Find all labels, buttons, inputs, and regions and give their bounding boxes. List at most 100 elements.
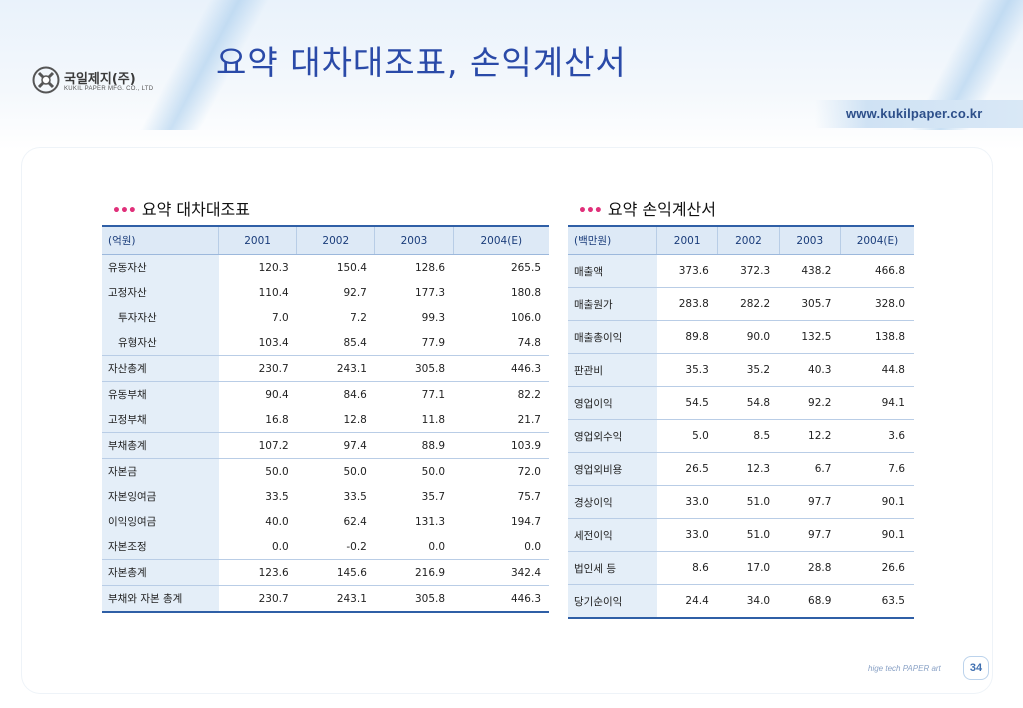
table-row: 부채와 자본 총계 230.7 243.1 305.8 446.3 [102,585,549,612]
row-label: 유동부채 [102,381,219,407]
table-row: 부채총계 107.2 97.4 88.9 103.9 [102,432,549,459]
value-cell: 50.0 [296,458,375,484]
value-cell: 51.0 [717,518,780,552]
value-cell: 8.6 [656,551,718,585]
value-cell: 97.4 [296,432,375,459]
value-cell: 7.6 [840,452,914,486]
table-row: 유동부채 90.4 84.6 77.1 82.2 [102,381,549,407]
row-label: 자본조정 [102,534,219,560]
value-cell: 120.3 [218,254,297,280]
value-cell: 180.8 [510,286,541,299]
table-row: 법인세 등 8.6 17.0 28.8 26.6 [568,551,914,585]
value-cell: 5.0 [656,419,718,453]
value-cell: -0.2 [346,540,367,553]
row-label: 법인세 등 [568,551,657,585]
value-cell: 44.8 [840,353,914,387]
page-number: 34 [963,656,989,680]
table-row: 유동자산 120.3 150.4 128.6 265.5 [102,254,549,280]
value-cell: 97.7 [779,485,841,519]
value-cell: 3.6 [840,419,914,453]
value-cell: 132.5 [779,320,841,354]
table-row: 영업외비용 26.5 12.3 6.7 7.6 [568,452,914,486]
row-label: 유동자산 [102,254,219,280]
page-title: 요약 대차대조표, 손익계산서 [216,43,627,82]
value-cell: 40.3 [779,353,841,387]
value-cell: 68.9 [779,584,841,618]
value-cell: 342.4 [453,559,549,586]
table-row: 자본잉여금 33.5 33.5 35.7 75.7 [102,484,549,509]
value-cell: 138.8 [840,320,914,354]
row-label: 매출액 [568,254,657,288]
value-cell: 128.6 [374,254,454,280]
value-cell: 11.8 [421,413,446,426]
value-cell: 12.3 [717,452,780,486]
value-cell: 372.3 [717,254,780,288]
row-label: 고정부채 [102,407,219,433]
row-label: 매출총이익 [568,320,657,354]
value-cell: 7.2 [350,311,367,324]
value-cell: 230.7 [218,585,297,612]
row-label: 투자자산 [102,305,219,330]
row-label: 부채총계 [102,432,219,459]
row-label: 자산총계 [102,355,219,382]
unit-header: (억원) [102,226,219,255]
value-cell: 373.6 [656,254,718,288]
value-cell: 177.3 [415,286,446,299]
row-label: 당기순이익 [568,584,657,618]
value-cell: 62.4 [343,515,367,528]
row-label: 영업외수익 [568,419,657,453]
website-url: www.kukilpaper.co.kr [846,106,983,121]
value-cell: 216.9 [374,559,454,586]
year-header: 2003 [374,226,454,255]
value-cell: 17.0 [717,551,780,585]
value-cell: 305.8 [374,585,454,612]
table-row: 자본조정 0.0 -0.2 0.0 0.0 [102,534,549,560]
row-label: 자본금 [102,458,219,484]
value-cell: 75.7 [517,490,541,503]
value-cell: 16.8 [265,413,289,426]
value-cell: 35.7 [421,490,446,503]
value-cell: 12.2 [779,419,841,453]
row-label: 영업외비용 [568,452,657,486]
row-label: 고정자산 [102,280,219,305]
income-statement-heading: ••• 요약 손익계산서 [578,200,716,219]
value-cell: 7.0 [271,311,289,324]
footer-slogan: hige tech PAPER art [868,664,941,673]
value-cell: 40.0 [265,515,289,528]
value-cell: 107.2 [218,432,297,459]
value-cell: 21.7 [517,413,541,426]
row-label: 유형자산 [102,330,219,356]
value-cell: 77.1 [374,381,454,407]
value-cell: 103.9 [453,432,549,459]
company-logo-icon [32,66,60,94]
table-row: 세전이익 33.0 51.0 97.7 90.1 [568,518,914,552]
table-row: 자산총계 230.7 243.1 305.8 446.3 [102,355,549,382]
logo-english-name: KUKIL PAPER MFG. CO., LTD [64,86,154,92]
table-row: 투자자산 7.0 7.2 99.3 106.0 [102,305,549,330]
row-label: 영업이익 [568,386,657,420]
row-label: 자본총계 [102,559,219,586]
value-cell: 84.6 [296,381,375,407]
value-cell: 63.5 [840,584,914,618]
table-row: 당기순이익 24.4 34.0 68.9 63.5 [568,584,914,618]
value-cell: 94.1 [840,386,914,420]
value-cell: 194.7 [510,515,541,528]
value-cell: 106.0 [510,311,541,324]
value-cell: 34.0 [717,584,780,618]
value-cell: 0.0 [428,540,446,553]
value-cell: 90.1 [840,518,914,552]
value-cell: 26.5 [656,452,718,486]
value-cell: 0.0 [271,540,289,553]
value-cell: 50.0 [374,458,454,484]
value-cell: 438.2 [779,254,841,288]
income-statement-table: (백만원) 2001 2002 2003 2004(E) 매출액 373.6 372… [568,225,914,619]
table-row: 자본금 50.0 50.0 50.0 72.0 [102,458,549,484]
value-cell: 466.8 [840,254,914,288]
table-row: 고정자산 110.4 92.7 177.3 180.8 [102,280,549,305]
value-cell: 103.4 [258,336,289,349]
year-header: 2002 [717,226,780,255]
table-row: 영업외수익 5.0 8.5 12.2 3.6 [568,419,914,453]
table-header-row: (백만원) 2001 2002 2003 2004(E) [568,226,914,255]
value-cell: 282.2 [717,287,780,321]
table-row: 경상이익 33.0 51.0 97.7 90.1 [568,485,914,519]
